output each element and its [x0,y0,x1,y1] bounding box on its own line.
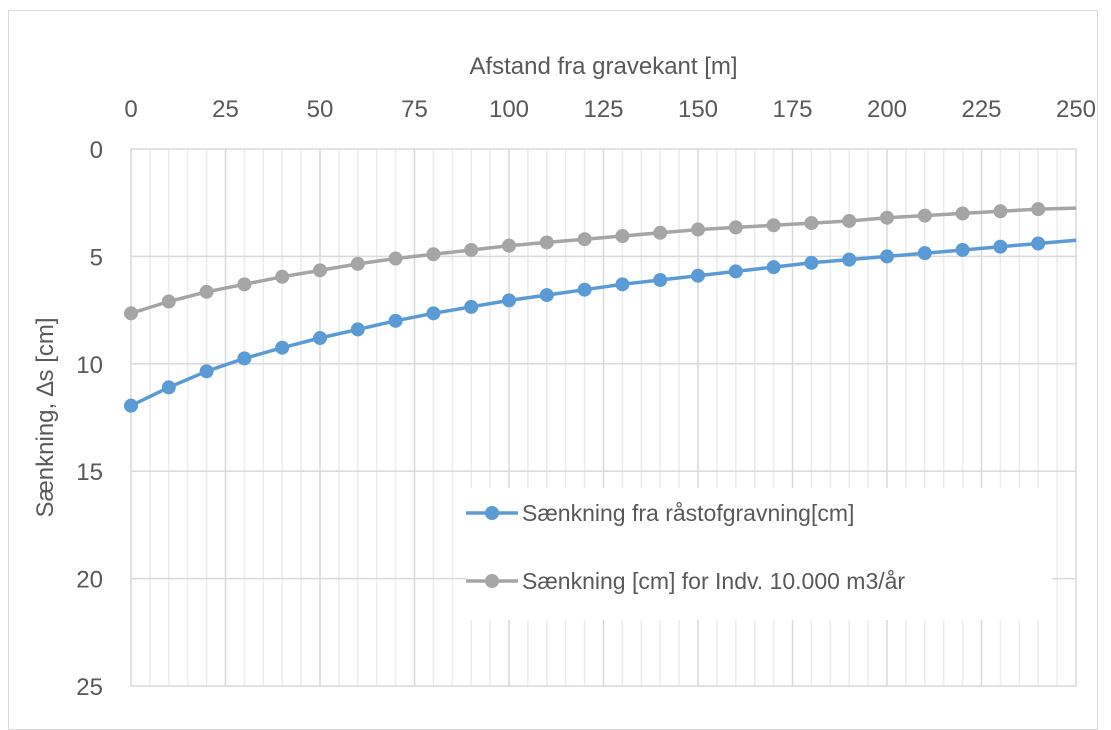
data-point [161,294,176,309]
data-point [842,213,857,228]
data-point [539,235,554,250]
data-point [539,288,554,303]
y-tick-label: 5 [90,244,103,271]
series-1 [124,236,1077,413]
data-point [502,238,516,253]
data-point [388,313,403,328]
data-point [426,306,441,321]
data-point [237,351,252,366]
data-point [691,222,705,237]
data-point [993,204,1008,219]
data-point [615,228,630,243]
y-axis-tick-labels: 0 5 10 15 20 25 [76,137,103,701]
data-point [124,398,138,413]
data-point [880,210,894,225]
y-axis-title: Sænkning, ∆s [cm] [32,317,59,517]
data-point [691,268,705,283]
x-tick-label: 200 [867,96,907,123]
x-tick-label: 0 [124,96,137,123]
data-point [955,242,970,257]
data-point [653,225,668,240]
data-point [577,232,592,247]
data-point [426,247,441,262]
x-tick-label: 50 [307,96,334,123]
y-tick-label: 20 [76,567,103,594]
data-point [766,260,781,275]
data-point [842,252,857,267]
legend-background [466,488,1052,620]
y-tick-label: 10 [76,352,103,379]
legend-entry-1: Sænkning fra råstofgravning[cm] [466,500,854,526]
data-point [615,277,630,292]
data-point [199,284,214,299]
legend-marker-1 [485,506,499,520]
data-point [464,242,479,257]
x-tick-label: 75 [401,96,428,123]
data-point [275,269,290,284]
data-point [917,246,932,261]
data-point [313,263,327,278]
data-point [1031,202,1046,217]
data-point [275,340,290,355]
data-point [313,331,327,346]
data-point [199,364,214,379]
x-axis-title: Afstand fra gravekant [m] [469,53,737,80]
y-tick-label: 25 [76,674,103,701]
major-gridlines [131,149,1076,686]
x-tick-label: 250 [1056,96,1096,123]
x-tick-label: 125 [583,96,623,123]
data-point [804,255,819,270]
legend-entry-2: Sænkning [cm] for Indv. 10.000 m3/år [466,568,905,594]
data-point [161,380,176,395]
data-point [766,218,781,233]
data-point [880,249,894,264]
legend-label-1: Sænkning fra råstofgravning[cm] [522,500,854,526]
data-point [464,299,479,314]
data-point [388,251,403,266]
data-point [577,282,592,297]
plot-border [130,148,1077,687]
data-point [124,306,138,321]
data-point [993,239,1008,254]
series-layer [124,202,1077,413]
data-point [350,322,365,337]
x-tick-label: 25 [212,96,239,123]
data-point [1031,236,1046,251]
data-point [917,208,932,223]
x-axis-tick-labels: 0 25 50 75 100 125 150 175 200 225 250 [124,96,1096,123]
data-point [237,277,252,292]
x-tick-label: 225 [961,96,1001,123]
y-tick-label: 15 [76,459,103,486]
data-point [653,273,668,288]
x-tick-label: 100 [489,96,529,123]
legend-label-2: Sænkning [cm] for Indv. 10.000 m3/år [522,568,905,594]
data-point [350,256,365,271]
legend: Sænkning fra råstofgravning[cm] Sænkning… [466,488,1052,620]
y-tick-label: 0 [90,137,103,164]
series-2 [124,202,1077,321]
x-tick-label: 150 [678,96,718,123]
data-point [804,216,819,231]
data-point [728,220,743,235]
data-point [728,264,743,279]
legend-marker-2 [485,574,499,588]
x-tick-label: 175 [772,96,812,123]
data-point [955,206,970,221]
data-point [502,293,516,308]
